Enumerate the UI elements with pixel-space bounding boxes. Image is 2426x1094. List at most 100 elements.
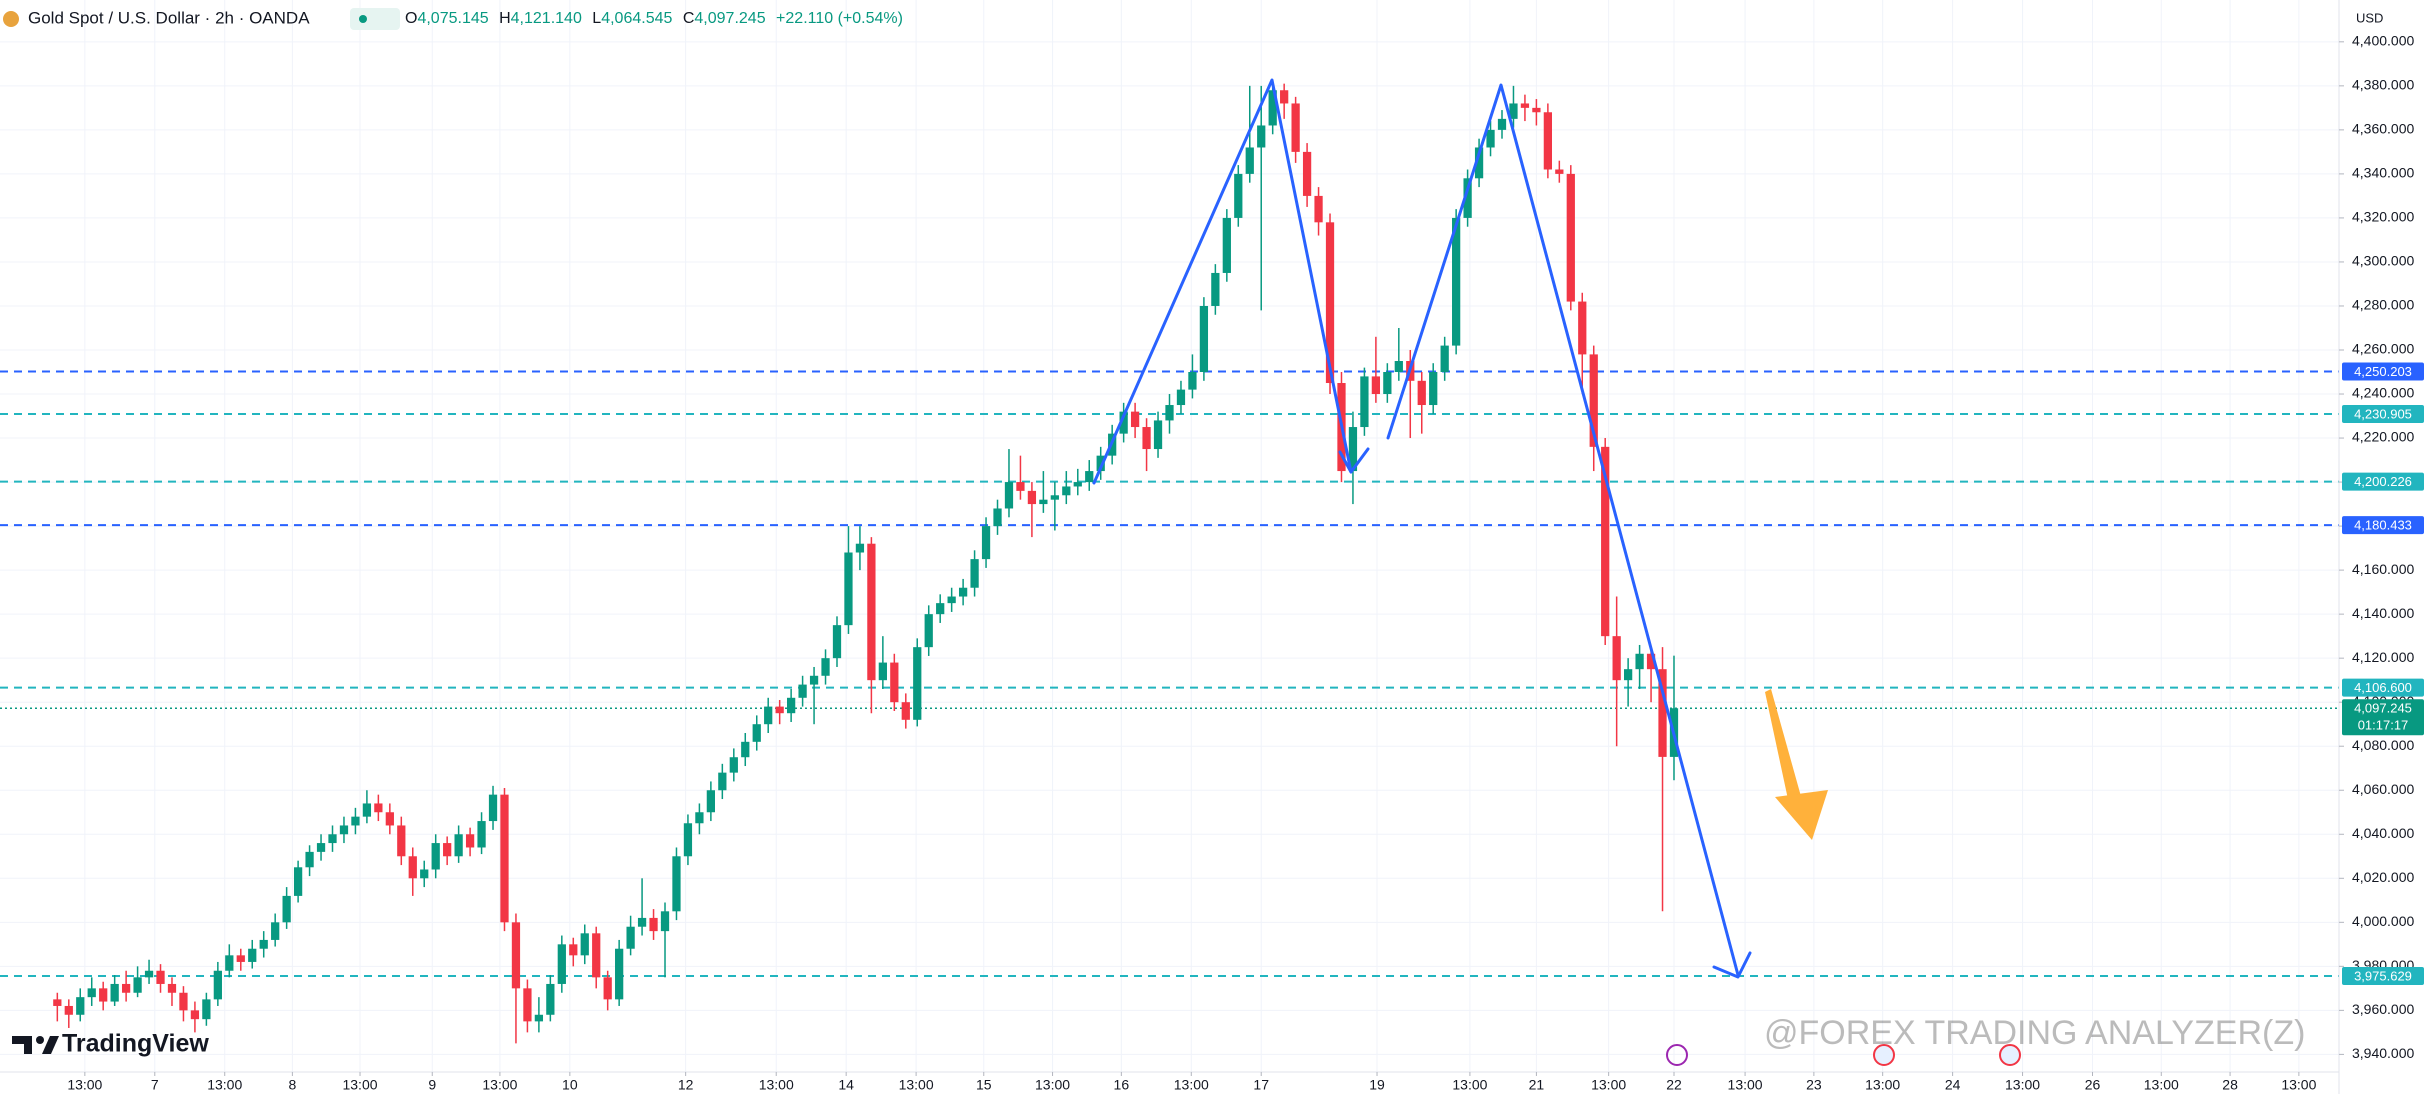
candle-body xyxy=(488,794,498,822)
candle-body xyxy=(385,812,394,826)
brand: TradingView xyxy=(62,1030,209,1058)
candle-body xyxy=(374,803,383,813)
candle-body xyxy=(1578,301,1587,355)
x-tick-label: 22 xyxy=(1666,1077,1682,1093)
x-tick-label: 13:00 xyxy=(2144,1077,2179,1093)
level-label-box xyxy=(2342,405,2424,424)
candle-body xyxy=(809,675,819,685)
level-label-box xyxy=(2342,678,2424,697)
candle-body xyxy=(1268,90,1277,126)
candle-body xyxy=(1257,125,1266,148)
ohlc-key: H xyxy=(499,10,511,27)
x-tick-label: 19 xyxy=(1369,1077,1385,1093)
candle-body xyxy=(1119,411,1128,434)
candle-body xyxy=(305,851,314,868)
candle-body xyxy=(752,724,761,742)
candle-body xyxy=(53,999,62,1006)
x-tick-label: 9 xyxy=(428,1077,436,1093)
candle-body xyxy=(1142,427,1151,450)
ohlc-value: 4,097.245 xyxy=(694,10,765,27)
y-tick-label: 4,160.000 xyxy=(2352,561,2414,577)
candle-body xyxy=(867,543,876,681)
x-tick-label: 13:00 xyxy=(342,1077,377,1093)
candle-body xyxy=(1211,272,1220,306)
x-tick-label: 26 xyxy=(2085,1077,2101,1093)
candle-body xyxy=(1176,389,1186,406)
candle-body xyxy=(213,970,222,1000)
candle-body xyxy=(1280,90,1289,104)
ohlc-value: 4,075.145 xyxy=(417,10,488,27)
candle-body xyxy=(236,955,245,962)
candle-body xyxy=(397,825,406,857)
candle-body xyxy=(179,992,188,1011)
y-tick-label: 4,120.000 xyxy=(2352,649,2414,665)
candle-body xyxy=(534,1014,544,1022)
candle-body xyxy=(156,970,165,984)
candle-body xyxy=(259,939,268,949)
candle-body xyxy=(190,1010,200,1020)
candle-body xyxy=(787,697,796,714)
y-tick-label: 4,060.000 xyxy=(2352,781,2414,797)
orange-arrow xyxy=(1765,689,1828,840)
candle-body xyxy=(660,911,670,932)
candle-body xyxy=(1130,411,1140,428)
candle-body xyxy=(248,948,257,962)
event-icon[interactable] xyxy=(1999,1044,2021,1066)
event-icon[interactable] xyxy=(1666,1044,1688,1066)
x-tick-label: 13:00 xyxy=(2281,1077,2316,1093)
brand-logo xyxy=(12,1036,59,1054)
level-label: 4,180.433 xyxy=(2354,518,2412,533)
level-label-box xyxy=(2342,472,2424,491)
candle-body xyxy=(1085,471,1094,483)
candle-body xyxy=(569,944,578,956)
candle-body xyxy=(431,843,440,870)
candle-body xyxy=(1096,455,1105,472)
candle-body xyxy=(1039,499,1048,505)
candle-body xyxy=(144,970,154,978)
candle-body xyxy=(844,552,853,626)
candle-body xyxy=(981,526,991,560)
candle-body xyxy=(87,988,96,998)
candle-body xyxy=(637,917,647,927)
candle-body xyxy=(706,790,716,813)
y-tick-label: 4,140.000 xyxy=(2352,605,2414,621)
candle-body xyxy=(1004,482,1014,509)
x-tick-label: 13:00 xyxy=(482,1077,517,1093)
candle-body xyxy=(1623,669,1633,681)
event-icon[interactable] xyxy=(1873,1044,1895,1066)
candle-body xyxy=(1452,217,1461,346)
ohlc-key: O xyxy=(405,10,417,27)
candle-body xyxy=(798,684,807,698)
x-tick-label: 13:00 xyxy=(1865,1077,1900,1093)
x-axis: 13:00 7 13:00 8 13:00 9 13:00 10 12 13:00 14 13:00 1… xyxy=(67,1072,2317,1093)
ohlc-key: C xyxy=(683,10,695,27)
x-tick-label: 12 xyxy=(678,1077,694,1093)
candle-body xyxy=(695,812,704,824)
y-tick-label: 4,260.000 xyxy=(2352,341,2414,357)
trend-line xyxy=(1386,83,1740,977)
candle-body xyxy=(1291,103,1300,152)
candle-body xyxy=(1646,653,1656,670)
candle-body xyxy=(1073,482,1082,487)
candle-body xyxy=(764,706,773,725)
ohlc-key: L xyxy=(592,10,601,27)
candle-body xyxy=(477,821,486,848)
x-tick-label: 13:00 xyxy=(1174,1077,1209,1093)
y-tick-label: 4,380.000 xyxy=(2352,77,2414,93)
x-tick-label: 13:00 xyxy=(1591,1077,1626,1093)
drawing xyxy=(1092,78,1752,979)
candle-body xyxy=(316,843,326,852)
candle-body xyxy=(775,706,784,714)
candle-body xyxy=(1371,376,1381,395)
candle-body xyxy=(878,662,887,681)
candle-body xyxy=(580,933,589,956)
candle-body xyxy=(76,997,85,1015)
candle-body xyxy=(339,825,349,835)
level-label-box xyxy=(2342,966,2424,985)
currency: USD xyxy=(2356,10,2383,25)
candle-body xyxy=(924,614,933,648)
candle-body xyxy=(511,922,521,989)
x-tick-label: 13:00 xyxy=(207,1077,242,1093)
level-labels: 4,250.203 4,230.905 4,200.226 4,180.433 4,10… xyxy=(2342,362,2424,985)
x-tick-label: 13:00 xyxy=(1728,1077,1763,1093)
